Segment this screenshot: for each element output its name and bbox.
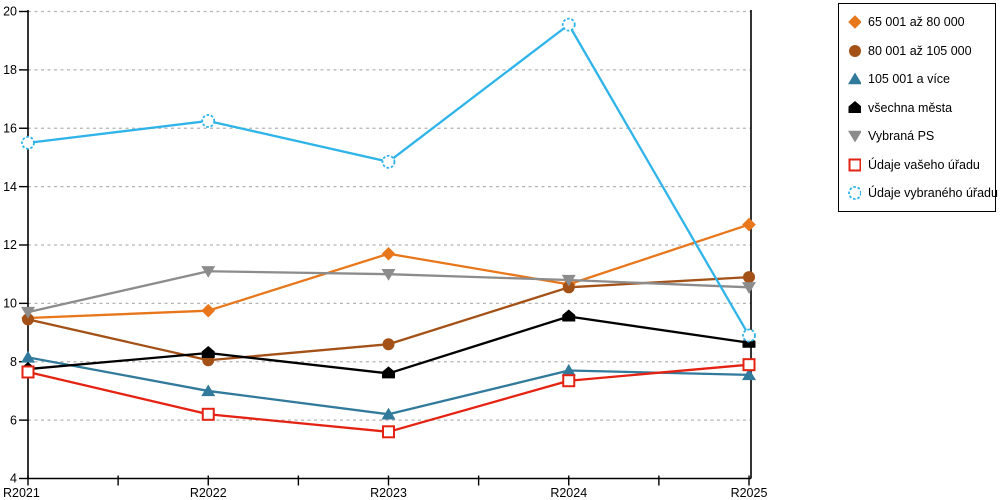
y-tick-label: 4 xyxy=(10,472,17,486)
legend-item-label: 105 001 a více xyxy=(868,72,951,86)
legend-item-label: Údaje vybraného úřadu xyxy=(868,186,998,200)
pentagon-marker-icon xyxy=(562,309,576,322)
triangle-down-marker-icon xyxy=(848,130,861,143)
y-tick-label: 20 xyxy=(3,5,17,19)
x-tick-label: R2025 xyxy=(731,486,768,500)
legend-marker-svg xyxy=(848,158,861,171)
circle-open-marker-icon xyxy=(561,17,576,32)
pentagon-marker-icon xyxy=(382,366,395,379)
series-marker-icon xyxy=(847,44,861,58)
circle-open-marker-icon xyxy=(848,186,861,200)
series-line[interactable] xyxy=(27,356,750,416)
legend-box: 65 001 až 80 000 80 001 až 105 000 105 0… xyxy=(838,3,998,212)
triangle-up-marker-icon xyxy=(21,350,35,363)
circle-marker-icon xyxy=(562,281,575,294)
triangle-up-marker-icon xyxy=(561,364,576,376)
triangle-up-marker-icon xyxy=(201,384,216,397)
square-open-marker-icon xyxy=(21,365,35,379)
circle-open-marker-icon xyxy=(21,135,35,150)
y-tick-label: 8 xyxy=(10,355,17,369)
triangle-down-marker-icon xyxy=(742,282,756,294)
square-open-marker-icon xyxy=(382,425,395,439)
diamond-marker-icon xyxy=(848,15,861,29)
legend-item-label: 80 001 až 105 000 xyxy=(868,43,972,58)
series-marker-icon xyxy=(847,129,861,143)
legend-item-7[interactable]: Údaje vybraného úřadu xyxy=(847,184,998,202)
pentagon-marker-icon xyxy=(201,345,215,358)
triangle-down-marker-icon xyxy=(201,266,216,278)
y-tick-label: 18 xyxy=(3,63,17,77)
legend-marker-svg xyxy=(848,100,861,113)
legend-item-label: Údaje vašeho úřadu xyxy=(868,157,980,172)
series-marker-icon xyxy=(847,15,861,29)
legend-marker-svg xyxy=(848,72,861,85)
diamond-marker-icon xyxy=(381,246,396,261)
legend-marker-svg xyxy=(848,15,861,29)
square-open-marker-icon xyxy=(742,358,756,372)
square-open-marker-icon xyxy=(201,407,215,421)
y-tick-label: 12 xyxy=(3,238,17,252)
circle-open-marker-icon xyxy=(742,328,756,343)
pentagon-marker-icon xyxy=(848,100,861,113)
legend-item-6[interactable]: Údaje vašeho úřadu xyxy=(847,156,987,174)
triangle-down-marker-icon xyxy=(561,274,576,287)
series-marker-icon xyxy=(847,158,861,172)
triangle-up-marker-icon xyxy=(742,368,756,381)
square-open-marker-icon xyxy=(562,374,576,388)
legend-marker-svg xyxy=(849,44,861,57)
legend-item-label: 65 001 až 80 000 xyxy=(868,15,965,29)
series-line[interactable] xyxy=(27,23,750,337)
legend-item-3[interactable]: 105 001 a více xyxy=(847,70,987,88)
y-tick-label: 14 xyxy=(3,180,17,194)
series-marker-icon xyxy=(847,186,861,200)
diamond-marker-icon xyxy=(201,303,216,318)
square-open-marker-icon xyxy=(848,158,861,171)
series-marker-icon xyxy=(847,72,861,86)
x-tick-label: R2024 xyxy=(550,486,587,500)
legend-item-1[interactable]: 65 001 až 80 000 xyxy=(847,13,987,31)
y-tick-label: 6 xyxy=(10,413,17,427)
y-tick-label: 10 xyxy=(3,297,17,311)
legend-item-label: Vybraná PS xyxy=(868,129,935,143)
circle-marker-icon xyxy=(849,44,861,57)
diamond-marker-icon xyxy=(742,217,756,232)
legend-marker-svg xyxy=(848,186,861,200)
x-tick-label: R2022 xyxy=(190,486,227,500)
circle-open-marker-icon xyxy=(381,154,396,169)
triangle-up-marker-icon xyxy=(848,72,861,85)
circle-marker-icon xyxy=(743,271,755,284)
y-tick-label: 16 xyxy=(3,121,17,135)
circle-marker-icon xyxy=(382,338,395,351)
x-tick-label: R2021 xyxy=(3,486,40,500)
legend-item-4[interactable]: všechna města xyxy=(847,99,987,117)
triangle-up-marker-icon xyxy=(381,407,396,420)
legend-marker-svg xyxy=(848,130,861,143)
legend-item-label: všechna města xyxy=(868,100,953,115)
legend-item-2[interactable]: 80 001 až 105 000 xyxy=(847,42,987,60)
legend-item-5[interactable]: Vybraná PS xyxy=(847,127,987,145)
x-tick-label: R2023 xyxy=(370,486,407,500)
series-marker-icon xyxy=(847,100,861,115)
circle-marker-icon xyxy=(22,313,34,326)
circle-open-marker-icon xyxy=(201,114,216,128)
triangle-down-marker-icon xyxy=(381,268,396,281)
triangle-down-marker-icon xyxy=(21,306,35,319)
